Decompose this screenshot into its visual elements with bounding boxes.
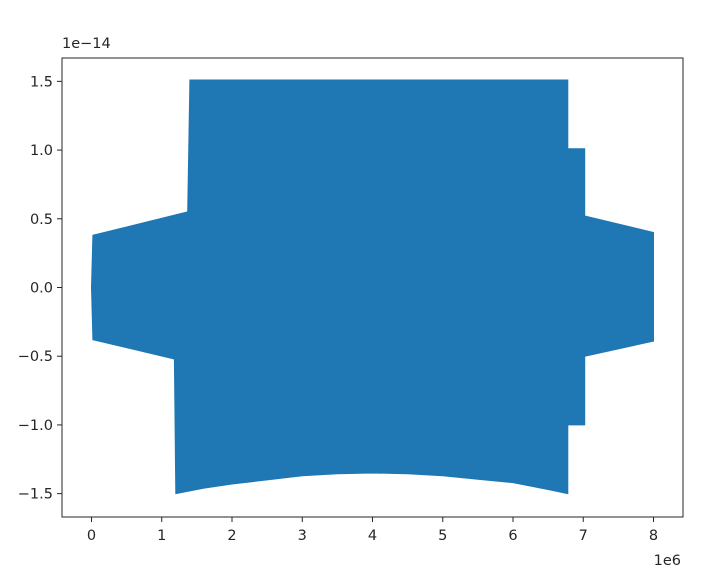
y-tick-label: 1.0	[30, 143, 53, 159]
x-tick-label: 7	[579, 528, 588, 544]
x-tick-label: 8	[649, 528, 658, 544]
x-tick-label: 2	[227, 528, 236, 544]
y-tick-label: 0.0	[30, 281, 53, 297]
y-axis: −1.5 −1.0 −0.5 0.0 0.5 1.0 1.5	[18, 74, 62, 503]
x-tick-label: 1	[157, 528, 166, 544]
x-tick-label: 5	[438, 528, 447, 544]
x-tick-label: 4	[368, 528, 377, 544]
y-tick-label: 0.5	[30, 212, 53, 228]
y-tick-label: 1.5	[30, 74, 53, 90]
plot-area	[90, 79, 654, 495]
y-tick-label: −1.0	[18, 418, 53, 434]
x-tick-label: 6	[508, 528, 517, 544]
x-axis: 0 1 2 3 4 5 6 7 8	[87, 517, 658, 544]
y-tick-label: −0.5	[18, 349, 53, 365]
x-scale-label: 1e6	[654, 553, 681, 569]
y-scale-label: 1e−14	[62, 36, 111, 52]
x-tick-label: 0	[87, 528, 96, 544]
signal-series	[90, 79, 654, 495]
x-tick-label: 3	[298, 528, 307, 544]
y-tick-label: −1.5	[18, 487, 53, 503]
